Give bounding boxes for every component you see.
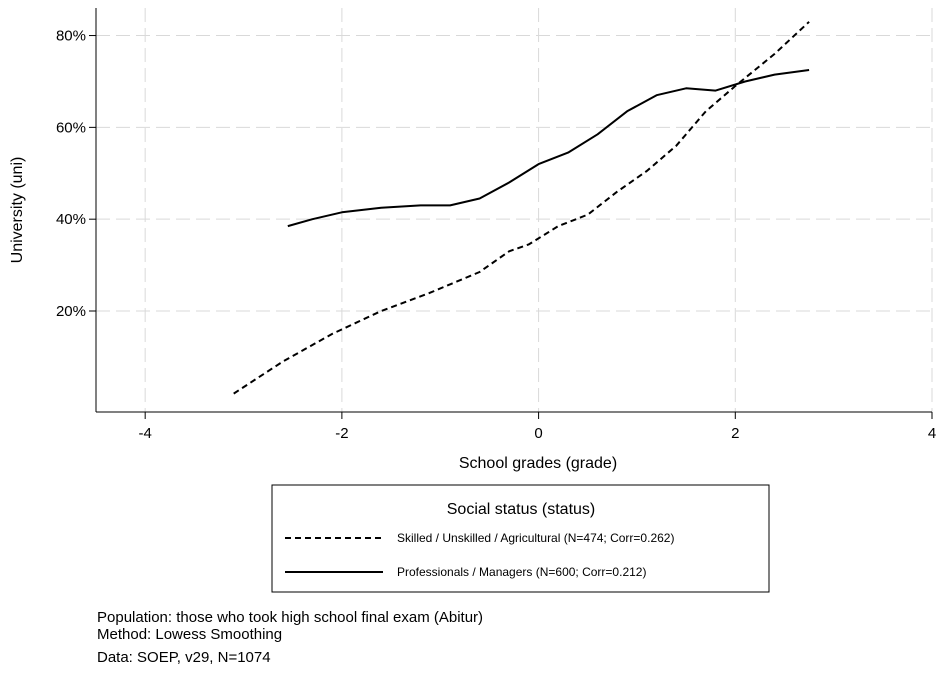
y-tick-label: 80% [56,28,86,45]
series-line-skilled [233,21,810,395]
ticks: -4 -2 0 2 4 20% 40% 60% 80% [56,28,936,442]
x-tick-label: -4 [139,425,152,442]
note-method: Method: Lowess Smoothing [97,626,283,643]
y-tick-label: 60% [56,119,86,136]
axes [95,8,932,413]
y-axis-title: University (uni) [9,157,26,264]
x-tick-label: 2 [731,425,739,442]
note-population: Population: those who took high school f… [97,609,484,626]
x-tick-label: 4 [928,425,936,442]
legend-label-skilled: Skilled / Unskilled / Agricultural (N=47… [397,531,674,545]
legend-label-professionals: Professionals / Managers (N=600; Corr=0.… [397,565,646,579]
y-tick-label: 40% [56,211,86,228]
legend-box [271,484,770,593]
y-tick-label: 20% [56,303,86,320]
x-tick-label: -2 [335,425,348,442]
note-data: Data: SOEP, v29, N=1074 [97,649,271,666]
legend: Social status (status) Skilled / Unskill… [271,484,770,593]
series-line-professionals [287,69,810,228]
series-lines [233,21,810,395]
grid [96,8,933,412]
x-tick-label: 0 [534,425,542,442]
x-axis-title: School grades (grade) [459,455,617,472]
legend-title: Social status (status) [447,501,596,518]
